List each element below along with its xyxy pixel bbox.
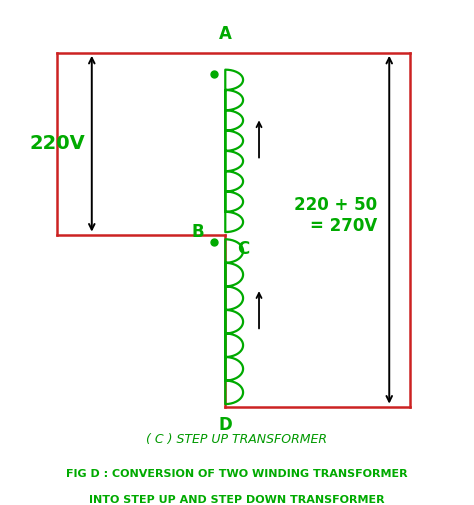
- Text: 220V: 220V: [29, 134, 85, 153]
- Text: INTO STEP UP AND STEP DOWN TRANSFORMER: INTO STEP UP AND STEP DOWN TRANSFORMER: [89, 495, 385, 505]
- Text: D: D: [219, 416, 232, 434]
- Text: C: C: [237, 240, 249, 258]
- Text: B: B: [191, 223, 204, 241]
- Text: FIG D : CONVERSION OF TWO WINDING TRANSFORMER: FIG D : CONVERSION OF TWO WINDING TRANSF…: [66, 469, 408, 479]
- Text: ( C ) STEP UP TRANSFORMER: ( C ) STEP UP TRANSFORMER: [146, 433, 328, 446]
- Text: A: A: [219, 25, 232, 43]
- Text: 220 + 50
= 270V: 220 + 50 = 270V: [294, 196, 377, 235]
